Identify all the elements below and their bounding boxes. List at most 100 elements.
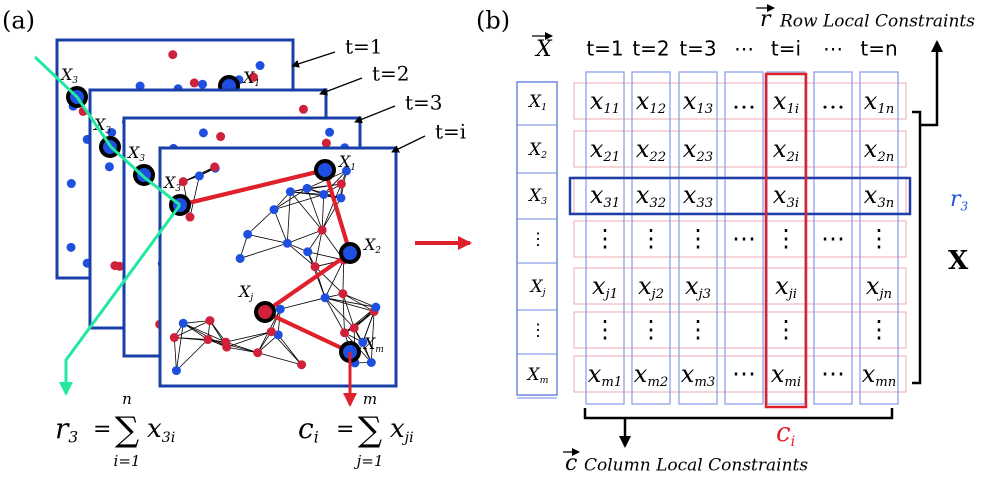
edge xyxy=(273,188,308,210)
col-box xyxy=(724,71,764,405)
label-base: c xyxy=(298,412,314,445)
node xyxy=(325,127,335,137)
pointer xyxy=(291,51,336,68)
edge xyxy=(247,209,275,235)
edge xyxy=(342,293,375,312)
label-base: x xyxy=(864,181,878,209)
label-base: x xyxy=(590,87,604,115)
col-header: t=1 xyxy=(586,37,623,61)
label: X1 xyxy=(337,152,356,173)
row-label-box xyxy=(516,81,558,396)
node xyxy=(310,262,320,272)
sum: ∑ xyxy=(115,410,139,450)
label-base: x xyxy=(683,87,697,115)
node xyxy=(320,293,330,303)
label: xm2 xyxy=(634,360,668,390)
edge xyxy=(280,297,326,310)
label-sub: 21 xyxy=(602,150,620,165)
edge xyxy=(321,194,325,231)
col-box xyxy=(813,71,853,405)
ellipsis: ⋮ xyxy=(867,225,891,253)
node xyxy=(198,128,208,138)
label-base: x xyxy=(636,181,650,209)
label-sub: ji xyxy=(786,287,797,302)
matrix-label: X xyxy=(948,246,969,276)
label-sub: 2 xyxy=(374,245,381,255)
node xyxy=(349,323,359,333)
node xyxy=(366,358,376,368)
label: x32 xyxy=(636,181,666,211)
label-base: x xyxy=(638,272,652,300)
label-sub: m2 xyxy=(647,375,668,390)
label-sub: 32 xyxy=(649,196,666,211)
row-box xyxy=(573,267,907,305)
label-sub: 31 xyxy=(603,196,620,211)
label: xj3 xyxy=(685,272,711,302)
content: (a)X3X1t=1X3X1t=2X3X1t=3X3X1X2XjXmt=ir3=… xyxy=(2,4,975,476)
label-base: x xyxy=(590,181,604,209)
label: X2 xyxy=(527,140,547,161)
label: x3i xyxy=(773,181,799,211)
edge xyxy=(321,183,342,231)
label-sub: 1i xyxy=(786,102,799,117)
node xyxy=(189,78,199,88)
label-base: X xyxy=(237,282,251,301)
label-sub: 13 xyxy=(696,102,713,117)
edge xyxy=(176,323,184,371)
ellipsis: ⋮ xyxy=(530,321,547,341)
column-constraint: Column Local Constraints xyxy=(584,456,808,476)
node xyxy=(178,318,188,328)
label-sub: m xyxy=(375,344,383,354)
edge xyxy=(314,266,326,298)
node xyxy=(338,289,348,299)
highlight-row xyxy=(568,176,912,216)
node xyxy=(358,337,368,347)
ellipsis: ⋯ xyxy=(732,225,756,253)
node xyxy=(249,72,259,82)
label: x33 xyxy=(683,181,713,211)
label: xji xyxy=(775,272,797,302)
row-constraint: Row Local Constraints xyxy=(779,12,975,32)
node xyxy=(336,193,346,203)
sum: ∑ xyxy=(358,410,382,450)
node xyxy=(222,342,232,352)
label-base: x xyxy=(773,135,787,163)
col-header: ⋯ xyxy=(734,37,754,61)
label-base: X xyxy=(527,186,542,206)
ellipsis: ⋮ xyxy=(686,316,710,344)
col-header: t=3 xyxy=(679,37,716,61)
col-bracket xyxy=(583,408,894,420)
label: r3 xyxy=(950,187,969,213)
edge xyxy=(325,297,376,308)
label: xji xyxy=(390,414,414,446)
node xyxy=(297,360,307,370)
label-sub: j xyxy=(248,292,253,302)
label: X3 xyxy=(162,173,181,194)
label: X3 xyxy=(527,186,547,207)
label-base: x xyxy=(681,360,695,388)
edge xyxy=(342,260,345,294)
time-label: t=3 xyxy=(405,91,443,115)
node xyxy=(205,316,215,326)
label-sub: j3 xyxy=(696,287,711,302)
node xyxy=(255,61,265,71)
label-base: x xyxy=(590,135,604,163)
edge xyxy=(287,242,316,267)
node xyxy=(235,253,245,263)
edge xyxy=(225,331,272,343)
node xyxy=(371,302,381,312)
col-header: ⋯ xyxy=(823,37,843,61)
vector-r: r xyxy=(760,7,772,32)
node xyxy=(168,50,178,60)
edge xyxy=(314,230,323,267)
node xyxy=(285,187,295,197)
node xyxy=(273,330,283,340)
node xyxy=(321,138,331,148)
node xyxy=(216,132,226,142)
label-base: x xyxy=(866,272,880,300)
label-base: x xyxy=(775,272,789,300)
label-base: r xyxy=(950,187,962,212)
key-node xyxy=(314,159,336,181)
label: x2i xyxy=(773,135,799,165)
